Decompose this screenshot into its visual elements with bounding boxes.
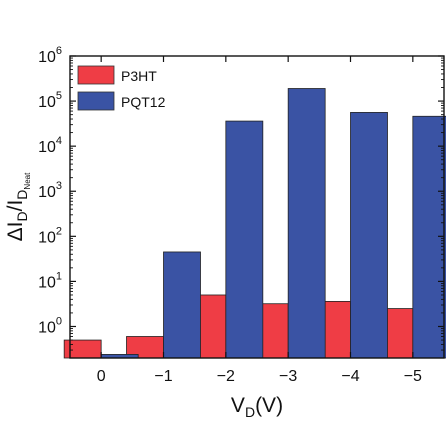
bar-pqt12-4 bbox=[350, 112, 388, 359]
x-tick-label: 0 bbox=[97, 368, 106, 385]
legend-label-p3ht: P3HT bbox=[121, 68, 157, 84]
bar-pqt12-2 bbox=[225, 120, 264, 359]
plot-frame bbox=[69, 55, 445, 359]
y-tick-label: 106 bbox=[38, 45, 62, 66]
y-tick-label: 105 bbox=[38, 90, 62, 111]
legend-label-pqt12: PQT12 bbox=[121, 94, 166, 110]
y-tick-label: 101 bbox=[38, 270, 62, 291]
bar-pqt12-1 bbox=[163, 251, 201, 359]
bars bbox=[63, 88, 446, 359]
y-tick-label: 104 bbox=[38, 135, 62, 156]
legend-swatch-p3ht bbox=[77, 65, 115, 85]
x-axis-title: VD(V) bbox=[231, 394, 283, 420]
x-tick-label: −4 bbox=[341, 368, 359, 385]
x-tick-label: −3 bbox=[279, 368, 297, 385]
legend-swatch-pqt12 bbox=[77, 91, 115, 111]
x-tick-label: −5 bbox=[404, 368, 422, 385]
x-tick-label: −1 bbox=[154, 368, 172, 385]
axis-ticks: 100 101 102 103 104 105 106 0 −1 −2 −3 −4 −5 bbox=[38, 45, 444, 385]
y-tick-label: 103 bbox=[38, 180, 62, 201]
bar-pqt12-3 bbox=[287, 88, 326, 359]
y-tick-label: 102 bbox=[38, 225, 62, 246]
bar-pqt12-5 bbox=[412, 115, 446, 359]
y-tick-label: 100 bbox=[38, 315, 62, 336]
legend: P3HT PQT12 bbox=[77, 65, 166, 111]
x-tick-label: −2 bbox=[217, 368, 235, 385]
y-axis-title: ΔID/IDNeat bbox=[4, 172, 32, 241]
